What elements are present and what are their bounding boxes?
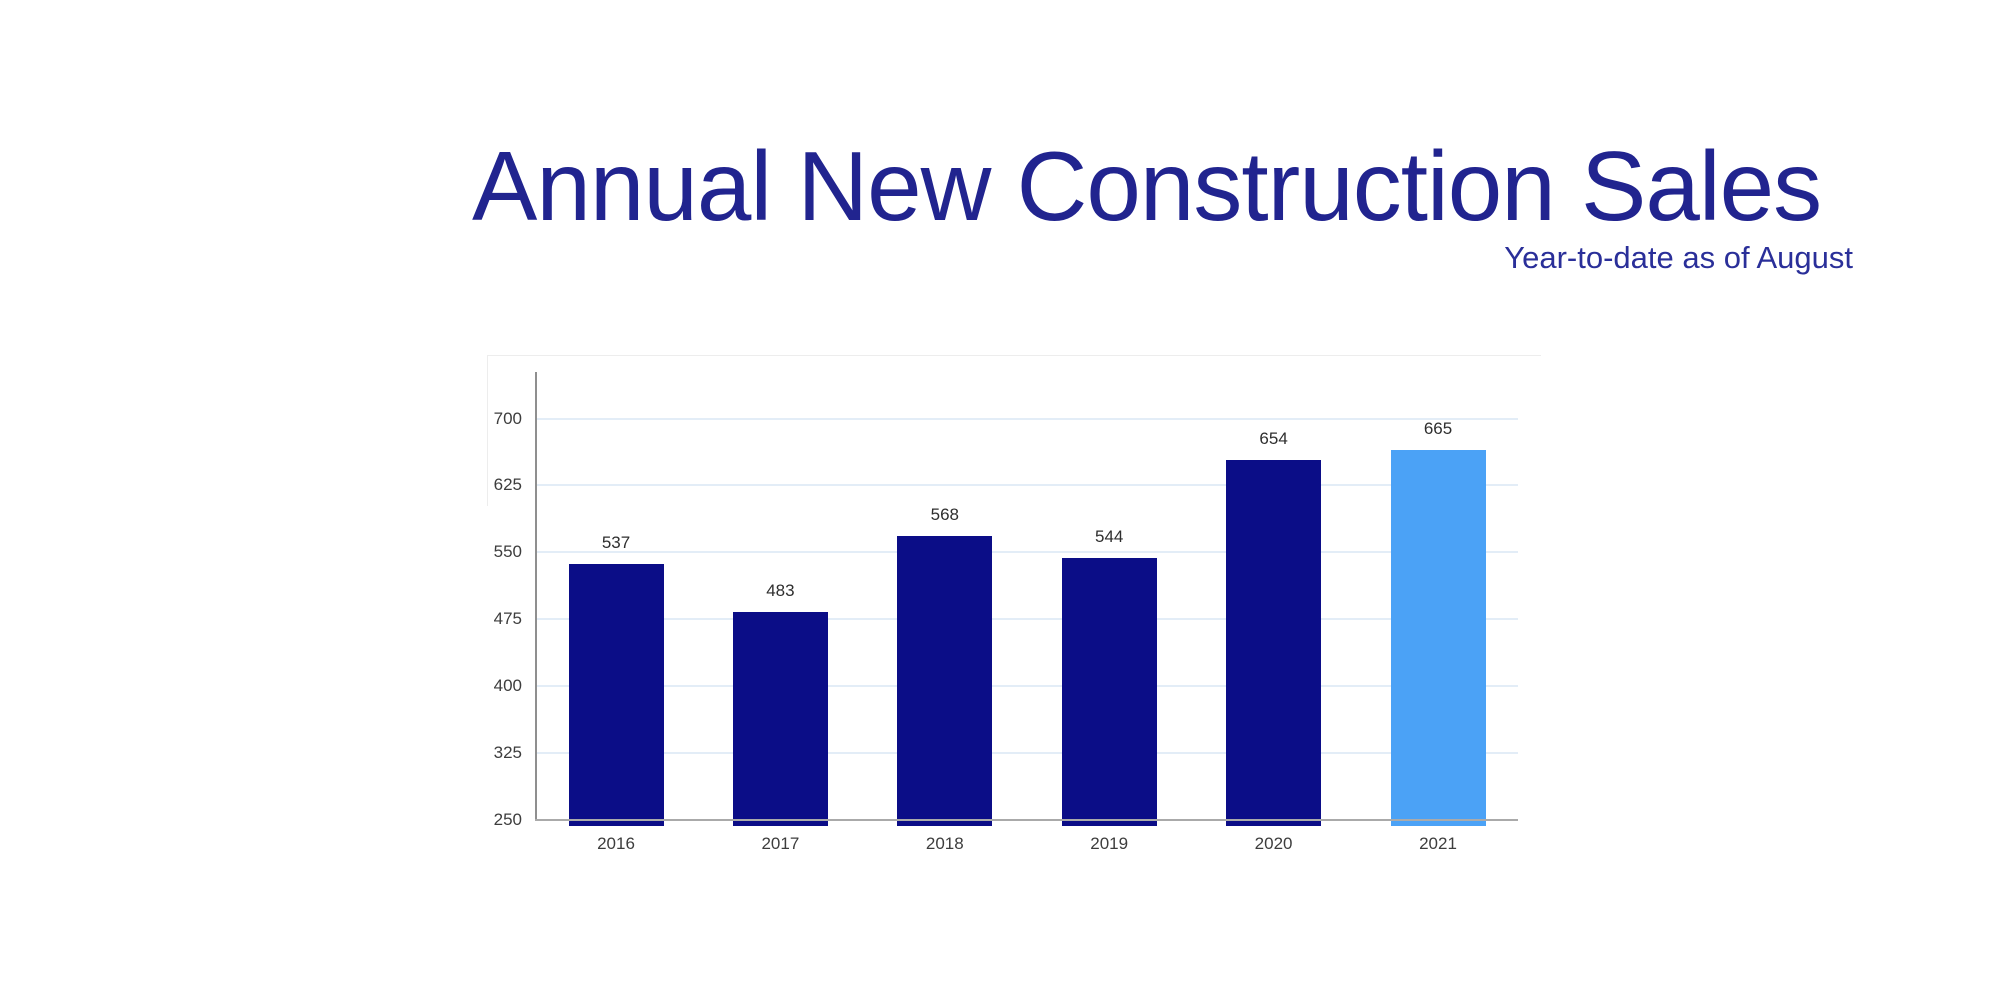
gridline — [537, 417, 1518, 420]
y-tick-label: 550 — [493, 542, 522, 562]
y-tick-label: 400 — [493, 676, 522, 696]
chart-subtitle: Year-to-date as of August — [1504, 240, 1853, 275]
y-tick-label: 700 — [493, 408, 522, 428]
bar-2019 — [1061, 557, 1157, 826]
x-category-label: 2016 — [597, 834, 635, 853]
y-tick-label: 475 — [493, 609, 522, 629]
gridline — [537, 551, 1518, 554]
chart-title: Annual New Construction Sales — [472, 131, 1822, 241]
y-tick-label: 325 — [493, 743, 522, 763]
bar-2020 — [1226, 459, 1322, 826]
bar-value-label: 544 — [1095, 526, 1124, 546]
bar-value-label: 654 — [1259, 428, 1288, 448]
x-axis-line — [535, 819, 1518, 821]
bar-value-label: 483 — [766, 581, 795, 601]
x-category-label: 2020 — [1254, 834, 1293, 853]
bar-value-label: 537 — [601, 532, 631, 552]
bar-2017 — [732, 612, 828, 826]
y-tick-label: 625 — [493, 475, 522, 495]
gridline — [537, 685, 1518, 688]
x-category-label: 2018 — [925, 834, 964, 853]
bar-value-label: 665 — [1423, 418, 1453, 438]
gridline — [537, 752, 1518, 755]
bar-2018 — [897, 536, 993, 826]
gridline — [537, 484, 1518, 487]
x-category-label: 2021 — [1419, 834, 1457, 853]
y-axis-line — [535, 372, 537, 820]
y-tick-label: 250 — [493, 810, 522, 829]
gridline — [537, 618, 1518, 621]
bar-value-label: 568 — [930, 505, 959, 525]
bar-2021 — [1390, 449, 1486, 826]
bar-2016 — [568, 563, 664, 826]
x-category-label: 2017 — [761, 834, 800, 853]
x-category-label: 2019 — [1090, 834, 1129, 853]
